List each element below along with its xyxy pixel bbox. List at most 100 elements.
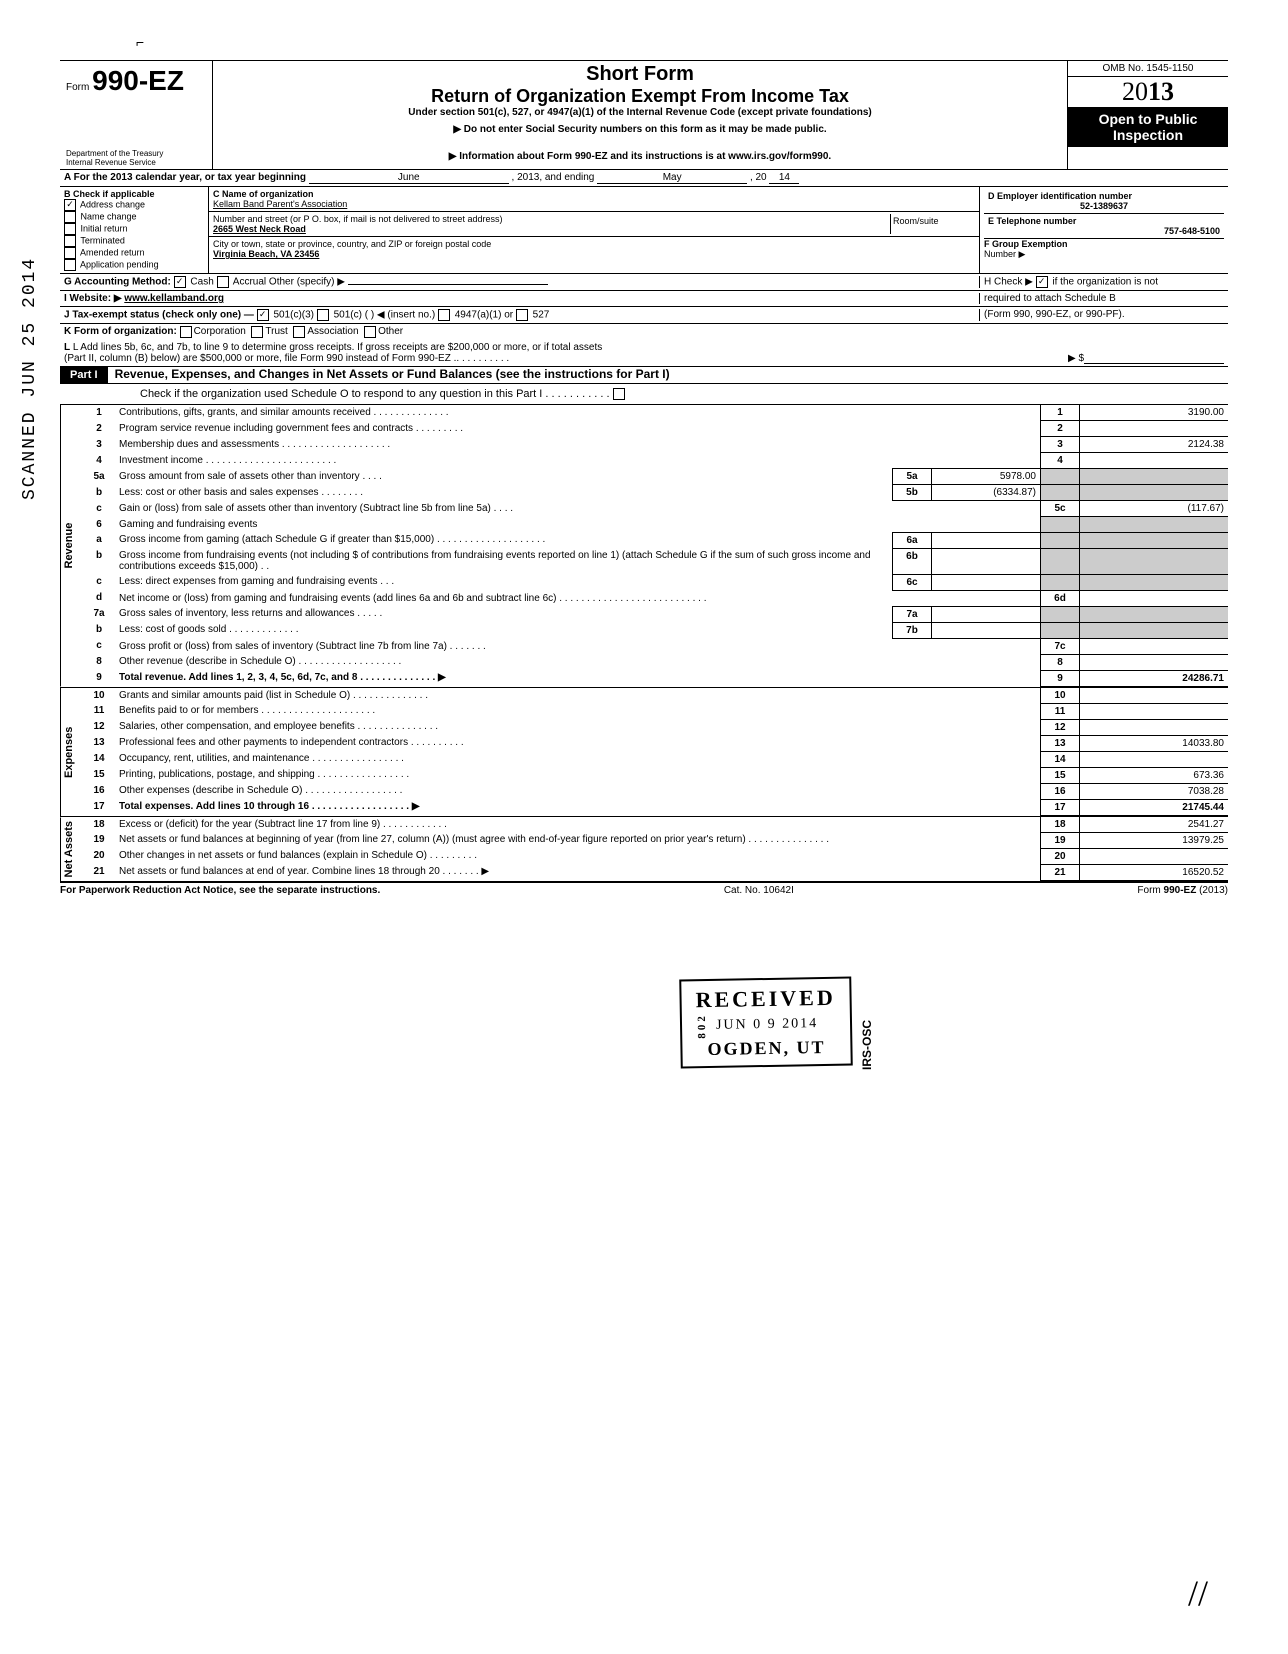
part1-check: Check if the organization used Schedule …	[60, 384, 1228, 405]
k-label: K Form of organization:	[64, 326, 177, 338]
line-row: 21Net assets or fund balances at end of …	[83, 864, 1228, 880]
c-addr-label: Number and street (or P O. box, if mail …	[213, 214, 890, 224]
line-row: 7aGross sales of inventory, less returns…	[83, 606, 1228, 622]
line-row: 2Program service revenue including gover…	[83, 421, 1228, 437]
outer-box-val	[1080, 590, 1229, 606]
line-desc: Net income or (loss) from gaming and fun…	[115, 590, 1041, 606]
line-desc: Gross income from fundraising events (no…	[115, 548, 893, 574]
outer-box-no: 6d	[1041, 590, 1080, 606]
outer-box-val: 16520.52	[1080, 864, 1229, 880]
outer-box-no	[1041, 548, 1080, 574]
h-checkbox[interactable]	[1036, 276, 1048, 288]
b-checkbox[interactable]	[64, 247, 76, 259]
inner-box-val	[932, 548, 1041, 574]
stamp-date: JUN 0 9 2014	[716, 1016, 818, 1034]
scan-mark: ⌐	[136, 34, 144, 50]
l-text1: L Add lines 5b, 6c, and 7b, to line 9 to…	[73, 342, 602, 353]
line-row: 11Benefits paid to or for members . . . …	[83, 703, 1228, 719]
b-checkbox[interactable]	[64, 199, 76, 211]
inner-box-no: 7a	[893, 606, 932, 622]
form-title-box: Short Form Return of Organization Exempt…	[213, 61, 1067, 147]
b-checkbox[interactable]	[64, 259, 76, 271]
inner-box-no: 5b	[893, 485, 932, 501]
line-desc: Grants and similar amounts paid (list in…	[115, 688, 1041, 704]
line-row: cGain or (loss) from sale of assets othe…	[83, 501, 1228, 517]
outer-box-no: 19	[1041, 832, 1080, 848]
ssn-note: ▶ Do not enter Social Security numbers o…	[219, 124, 1061, 135]
trust-checkbox[interactable]	[251, 326, 263, 338]
b-item-label: Name change	[81, 211, 137, 221]
527-checkbox[interactable]	[516, 309, 528, 321]
inner-box-no: 5a	[893, 469, 932, 485]
outer-box-no: 10	[1041, 688, 1080, 704]
line-number: 7a	[83, 606, 115, 622]
website: www.kellamband.org	[124, 293, 224, 304]
outer-box-val: 2541.27	[1080, 817, 1229, 833]
org-name: Kellam Band Parent's Association	[213, 199, 975, 209]
b-checkbox[interactable]	[64, 235, 76, 247]
b-item-label: Amended return	[80, 247, 145, 257]
outer-box-no: 8	[1041, 654, 1080, 670]
phone: 757-648-5100	[988, 226, 1220, 236]
outer-box-val	[1080, 517, 1229, 533]
line-desc: Gross profit or (loss) from sales of inv…	[115, 638, 1041, 654]
tax-year: 20201313	[1068, 77, 1228, 107]
outer-box-no: 3	[1041, 437, 1080, 453]
line-a: A For the 2013 calendar year, or tax yea…	[60, 170, 1228, 187]
block-d: D Employer identification number 52-1389…	[980, 187, 1228, 273]
check-row: Application pending	[64, 259, 204, 271]
line-row: 16Other expenses (describe in Schedule O…	[83, 783, 1228, 799]
other-org-checkbox[interactable]	[364, 326, 376, 338]
line-row: 19Net assets or fund balances at beginni…	[83, 832, 1228, 848]
inner-box-no: 6c	[893, 574, 932, 590]
schedule-o-checkbox[interactable]	[613, 388, 625, 400]
inner-box-no: 7b	[893, 622, 932, 638]
outer-box-no: 17	[1041, 799, 1080, 815]
501c3-checkbox[interactable]	[257, 309, 269, 321]
inner-box-val	[932, 622, 1041, 638]
outer-box-val	[1080, 703, 1229, 719]
4947-checkbox[interactable]	[438, 309, 450, 321]
page-number-mark: //	[1188, 1572, 1208, 1614]
4947-label: 4947(a)(1) or	[455, 310, 513, 321]
assoc-label: Association	[307, 326, 358, 338]
outer-box-no: 7c	[1041, 638, 1080, 654]
line-desc: Other revenue (describe in Schedule O) .…	[115, 654, 1041, 670]
line-number: 1	[83, 405, 115, 421]
line-number: d	[83, 590, 115, 606]
b-checkbox[interactable]	[64, 211, 76, 223]
h-label: H Check ▶	[984, 277, 1033, 288]
check-row: Name change	[64, 211, 204, 223]
outer-box-val	[1080, 622, 1229, 638]
outer-box-no	[1041, 517, 1080, 533]
cash-checkbox[interactable]	[174, 276, 186, 288]
accrual-checkbox[interactable]	[217, 276, 229, 288]
line-row: 14Occupancy, rent, utilities, and mainte…	[83, 751, 1228, 767]
omb-box: OMB No. 1545-1150 20201313 Open to Publi…	[1067, 61, 1228, 147]
line-number: c	[83, 574, 115, 590]
b-item-label: Terminated	[80, 235, 125, 245]
block-b: B Check if applicable Address change Nam…	[60, 187, 209, 273]
line-row: 3Membership dues and assessments . . . .…	[83, 437, 1228, 453]
l-text2: (Part II, column (B) below) are $500,000…	[64, 353, 456, 364]
line-number: 9	[83, 670, 115, 686]
b-item-label: Application pending	[80, 259, 159, 269]
line-number: 14	[83, 751, 115, 767]
outer-box-no	[1041, 469, 1080, 485]
outer-box-val: 13979.25	[1080, 832, 1229, 848]
omb-number: OMB No. 1545-1150	[1068, 61, 1228, 77]
assoc-checkbox[interactable]	[293, 326, 305, 338]
501c-checkbox[interactable]	[317, 309, 329, 321]
line-desc: Program service revenue including govern…	[115, 421, 1041, 437]
row-h: H Check ▶ if the organization is not	[979, 276, 1224, 288]
form-header: Form 990-EZ Short Form Return of Organiz…	[60, 60, 1228, 147]
line-number: c	[83, 501, 115, 517]
check-row: Initial return	[64, 223, 204, 235]
other-org-label: Other	[378, 326, 403, 338]
b-checkbox[interactable]	[64, 223, 76, 235]
stamp-irs: IRS-OSC	[860, 1020, 874, 1070]
line-row: bGross income from fundraising events (n…	[83, 548, 1228, 574]
corp-checkbox[interactable]	[180, 326, 192, 338]
outer-box-no	[1041, 606, 1080, 622]
part1-title: Revenue, Expenses, and Changes in Net As…	[111, 365, 674, 383]
